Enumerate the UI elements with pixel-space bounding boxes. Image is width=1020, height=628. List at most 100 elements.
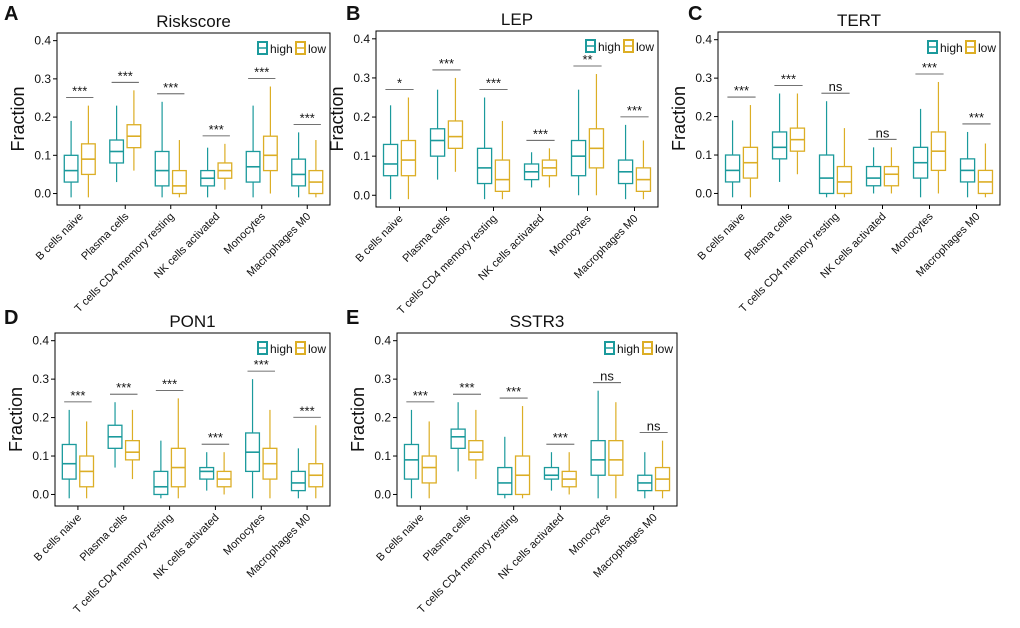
panel: A Riskscore Fraction 0.0 0.1 0.2 0.3 0.4 high low…	[4, 3, 331, 315]
legend-label: low	[978, 41, 996, 55]
x-tick-label: B cells naive	[34, 211, 86, 263]
y-tick-label: 0.3	[34, 72, 51, 86]
x-tick-label: T cells CD4 memory resting	[395, 213, 499, 317]
significance-label: ***	[208, 430, 223, 445]
significance-label: ns	[647, 419, 661, 434]
y-axis-label: Fraction	[669, 86, 689, 151]
box	[291, 158, 307, 187]
significance-label: ***	[781, 72, 796, 87]
box	[171, 169, 187, 195]
box	[382, 143, 399, 177]
chart-title: TERT	[837, 11, 881, 30]
panel: E SSTR3 Fraction 0.0 0.1 0.2 0.3 0.4 high low B ce…	[346, 307, 678, 616]
legend-label: high	[270, 42, 293, 56]
box	[63, 154, 79, 183]
box	[883, 165, 900, 187]
significance-label: ***	[70, 388, 85, 403]
chart-title: LEP	[501, 10, 533, 29]
significance-label: ***	[300, 110, 315, 125]
significance-label: ns	[876, 125, 890, 140]
panel: B LEP Fraction 0.0 0.1 0.2 0.3 0.4 high low B cell…	[327, 3, 659, 317]
y-axis-label: Fraction	[8, 86, 28, 151]
y-tick-label: 0.3	[695, 71, 712, 85]
panel-label: B	[346, 3, 360, 25]
x-tick-label: Monocytes	[548, 212, 594, 258]
panel-label: E	[346, 307, 359, 329]
y-tick-label: 0.2	[34, 110, 51, 124]
box	[836, 165, 853, 195]
plot-frame	[54, 332, 331, 507]
significance-label: ***	[254, 357, 269, 372]
box	[447, 120, 464, 149]
y-axis-label: Fraction	[348, 387, 368, 452]
significance-label: ns	[829, 79, 843, 94]
panel-label: D	[4, 307, 18, 329]
plot-frame	[375, 30, 659, 208]
significance-label: **	[582, 52, 592, 67]
box	[468, 439, 484, 461]
x-tick-label: Monocytes	[567, 511, 613, 557]
x-tick-label: Monocytes	[222, 210, 268, 256]
box	[154, 150, 170, 187]
x-tick-label: Monocytes	[890, 210, 936, 256]
legend-label: high	[598, 40, 621, 54]
y-tick-label: 0.3	[374, 372, 391, 386]
significance-label: ***	[533, 126, 548, 141]
significance-label: ***	[969, 110, 984, 125]
box	[450, 428, 466, 449]
y-tick-label: 0.4	[374, 334, 391, 348]
significance-label: ***	[413, 388, 428, 403]
y-tick-label: 0.2	[374, 411, 391, 425]
box	[262, 135, 278, 172]
x-tick-label: Monocytes	[221, 511, 267, 557]
y-tick-label: 0.0	[374, 487, 391, 501]
y-tick-label: 0.0	[695, 186, 712, 200]
legend-label: low	[308, 342, 326, 356]
box	[771, 131, 788, 160]
significance-label: ***	[118, 68, 133, 83]
significance-label: ***	[922, 60, 937, 75]
y-tick-label: 0.0	[34, 187, 51, 201]
box	[403, 443, 420, 480]
y-tick-label: 0.3	[32, 372, 49, 386]
significance-label: ***	[734, 83, 749, 98]
significance-label: ***	[459, 380, 474, 395]
box	[421, 455, 437, 484]
y-axis-label: Fraction	[327, 86, 347, 151]
box	[865, 165, 882, 187]
box	[290, 470, 306, 492]
significance-label: ***	[439, 56, 454, 71]
y-tick-label: 0.1	[374, 449, 391, 463]
box	[724, 154, 741, 183]
chart-title: SSTR3	[510, 312, 565, 331]
x-tick-label: B cells naive	[695, 211, 747, 263]
significance-label: ***	[163, 80, 178, 95]
x-tick-label: B cells naive	[374, 512, 426, 564]
x-tick-label: Plasma cells	[742, 210, 794, 262]
legend-label: high	[270, 342, 293, 356]
significance-label: ***	[209, 122, 224, 137]
box	[590, 439, 606, 476]
y-tick-label: 0.1	[32, 449, 49, 463]
x-tick-label: T cells CD4 memory resting	[415, 512, 519, 616]
legend-label: low	[655, 342, 673, 356]
box	[543, 466, 560, 480]
y-tick-label: 0.1	[353, 149, 370, 163]
y-tick-label: 0.4	[32, 334, 49, 348]
chart-title: PON1	[169, 312, 215, 331]
y-tick-label: 0.1	[34, 148, 51, 162]
y-tick-label: 0.2	[32, 411, 49, 425]
significance-label: ***	[627, 103, 642, 118]
legend-label: low	[636, 40, 654, 54]
panel-label: C	[688, 3, 702, 25]
panel: D PON1 Fraction 0.0 0.1 0.2 0.3 0.4 high low B cel…	[4, 307, 331, 616]
significance-label: ***	[116, 380, 131, 395]
plot-frame	[717, 31, 1001, 206]
y-tick-label: 0.0	[353, 188, 370, 202]
legend-label: high	[940, 41, 963, 55]
box	[476, 147, 493, 185]
box	[400, 139, 417, 177]
significance-label: *	[397, 75, 402, 90]
significance-label: ***	[299, 403, 314, 418]
